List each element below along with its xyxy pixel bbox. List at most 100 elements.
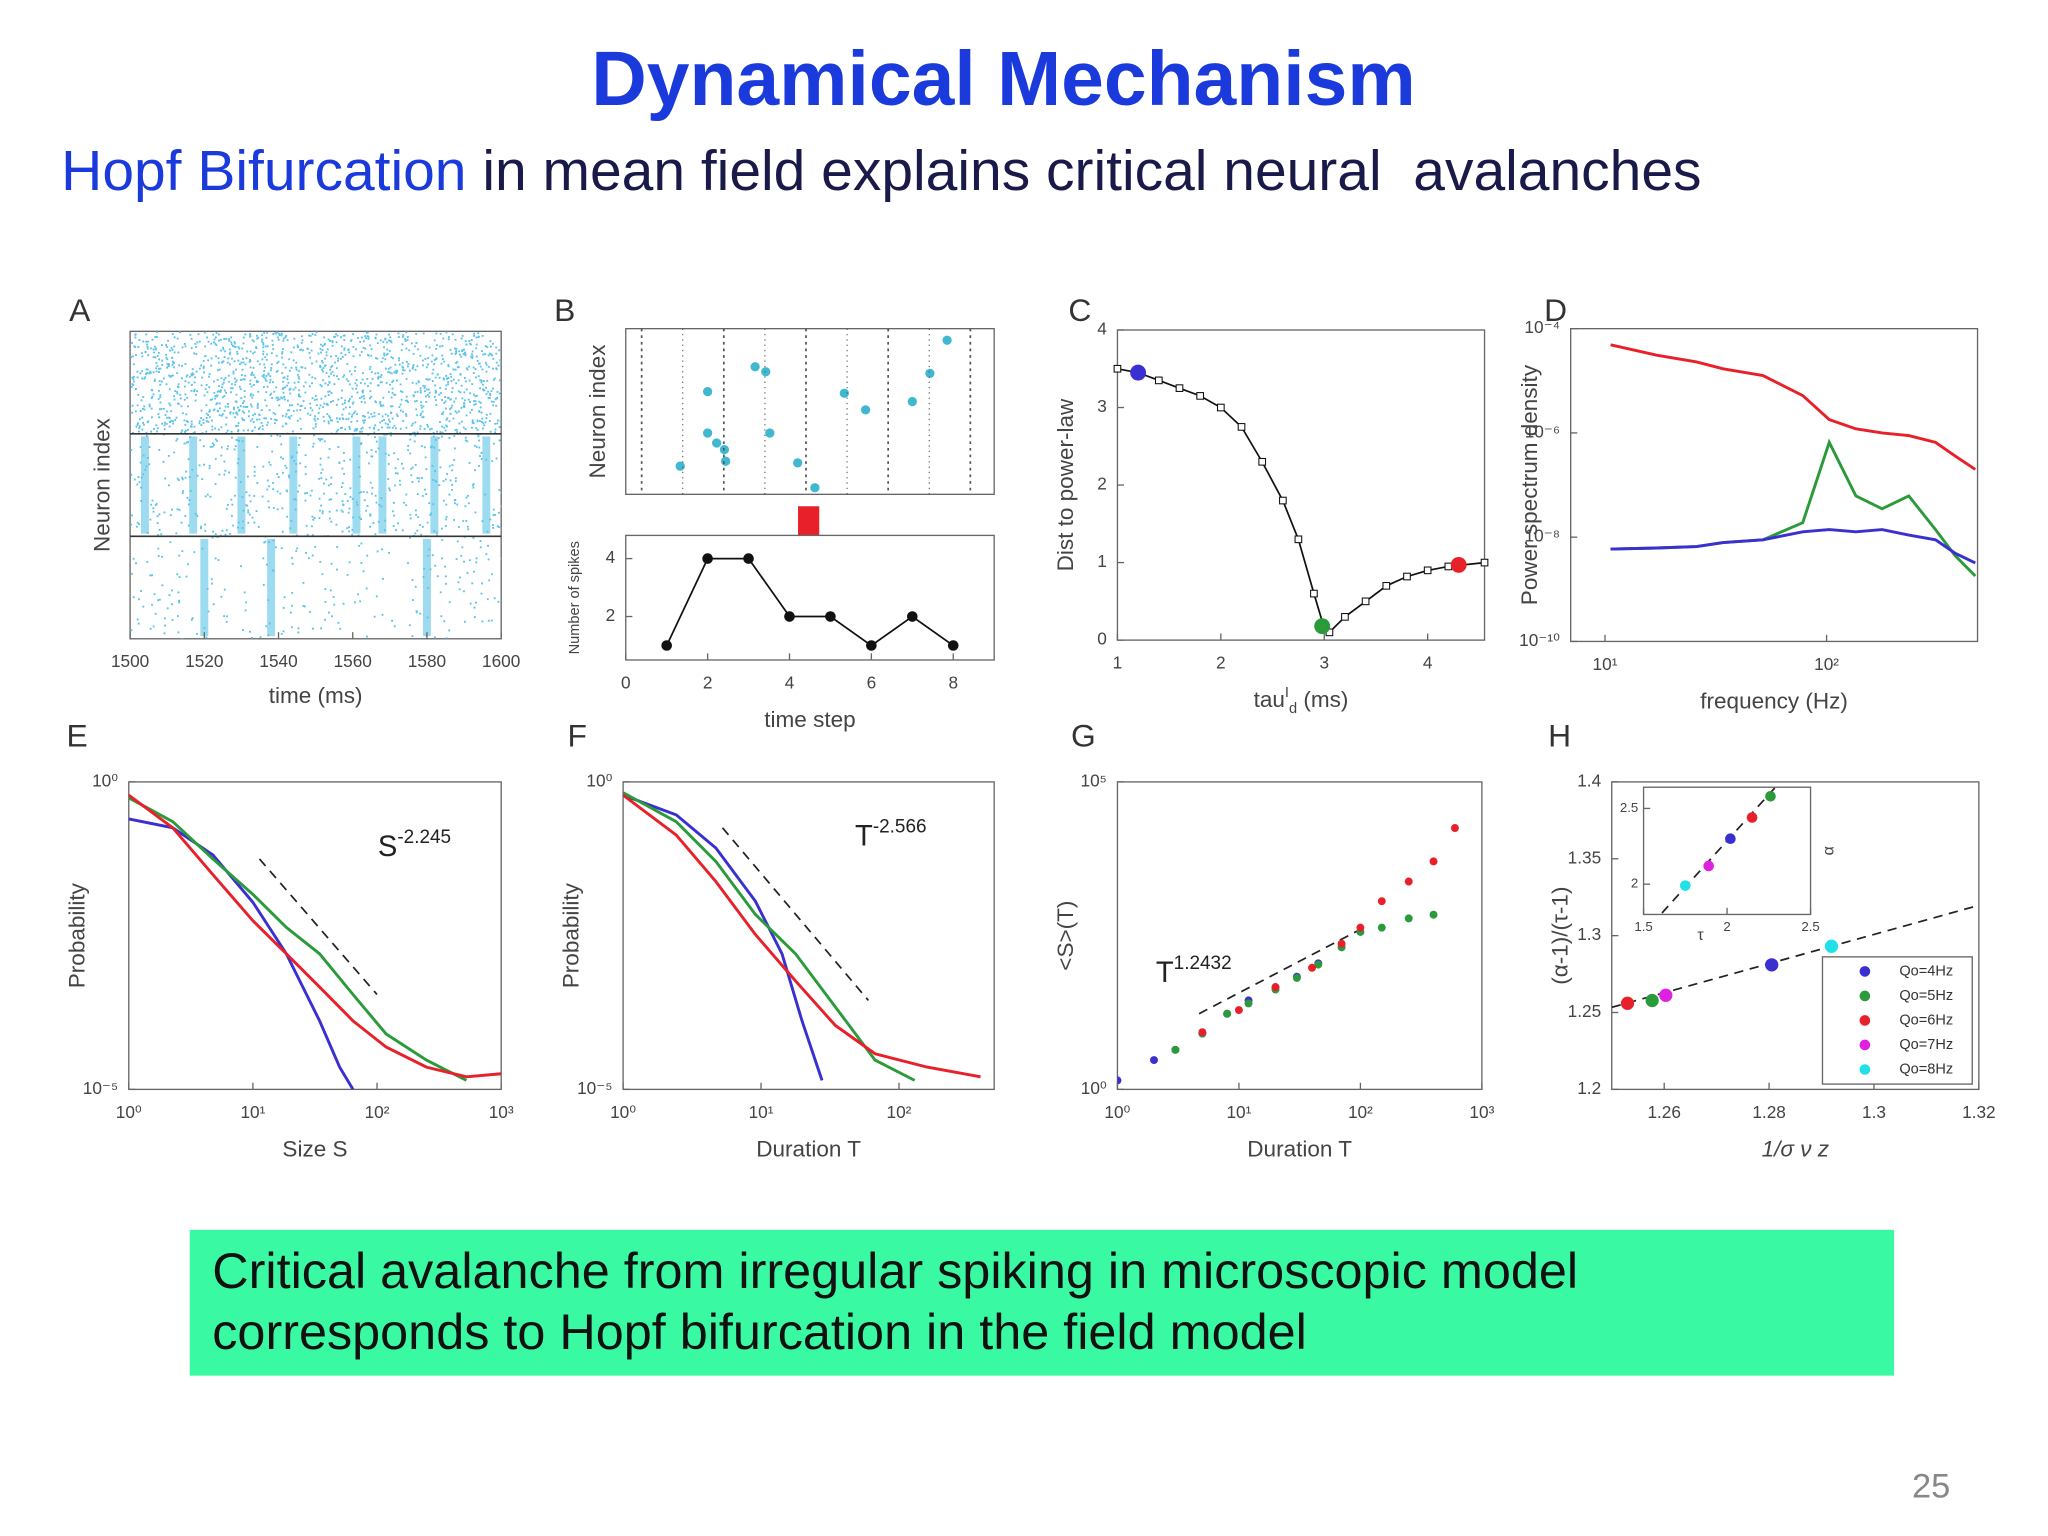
raster-dot — [208, 386, 211, 389]
raster-dot — [182, 490, 185, 493]
x-axis-label: frequency (Hz) — [1700, 688, 1848, 713]
raster-dot — [409, 452, 412, 455]
raster-dot — [380, 374, 383, 376]
raster-dot — [416, 493, 419, 496]
raster-dot — [468, 342, 471, 345]
raster-dot — [463, 560, 465, 563]
raster-dot — [394, 363, 397, 366]
x-axis-label: time step — [764, 707, 855, 732]
raster-dot — [312, 518, 315, 521]
raster-dot — [304, 465, 307, 468]
raster-dot — [193, 352, 196, 355]
raster-dot — [394, 472, 397, 475]
raster-dot — [350, 420, 353, 423]
raster-dot — [348, 426, 351, 428]
raster-dot — [237, 422, 240, 425]
legend-label: Qo=5Hz — [1899, 988, 1953, 1004]
raster-dot — [499, 362, 502, 365]
raster-dot — [206, 493, 209, 496]
raster-dot — [466, 572, 469, 574]
raster-dot — [290, 366, 293, 369]
raster-dot — [282, 457, 285, 460]
raster-dot — [338, 417, 341, 420]
raster-dot — [314, 415, 316, 418]
raster-dot — [133, 478, 136, 481]
raster-dot — [465, 367, 468, 370]
raster-dot — [257, 402, 259, 405]
raster-dot — [205, 412, 208, 415]
raster-dot — [335, 333, 337, 336]
raster-dot — [325, 351, 328, 354]
point — [1314, 960, 1323, 969]
raster-dot — [272, 507, 275, 509]
raster-dot — [451, 489, 454, 491]
raster-dot — [280, 456, 282, 459]
raster-dot — [323, 343, 326, 346]
raster-dot — [425, 388, 428, 391]
raster-dot — [318, 407, 321, 410]
raster-dot — [344, 399, 346, 402]
raster-dot — [234, 445, 237, 448]
raster-dot — [416, 414, 419, 417]
raster-dot — [434, 389, 437, 392]
raster-dot — [377, 377, 379, 379]
series-line — [128, 796, 468, 1082]
raster-dot — [268, 485, 271, 488]
raster-dot — [167, 363, 170, 365]
raster-dot — [445, 418, 448, 421]
raster-dot — [431, 372, 434, 375]
raster-dot — [379, 376, 382, 379]
raster-dot — [321, 349, 324, 352]
raster-dot — [203, 463, 205, 466]
raster-dot — [417, 381, 420, 384]
raster-dot — [282, 348, 284, 350]
raster-dot — [327, 422, 330, 425]
raster-dot — [430, 427, 433, 430]
raster-dot — [400, 349, 403, 352]
raster-dot — [150, 388, 153, 391]
raster-dot — [373, 426, 376, 429]
raster-dot — [436, 534, 438, 537]
point — [793, 458, 803, 468]
raster-dot — [321, 361, 324, 364]
raster-dot — [158, 598, 161, 601]
raster-dot — [377, 372, 379, 375]
raster-dot — [335, 341, 338, 344]
raster-dot — [475, 394, 478, 397]
raster-dot — [173, 366, 176, 369]
raster-dot — [257, 336, 260, 339]
raster-dot — [263, 363, 266, 366]
raster-dot — [436, 373, 439, 376]
raster-dot — [361, 430, 364, 433]
raster-dot — [396, 415, 399, 418]
raster-dot — [207, 414, 210, 417]
y-tick-label: 10⁻⁵ — [577, 1078, 612, 1098]
y-tick-label: 10⁵ — [1081, 770, 1107, 790]
raster-dot — [374, 494, 377, 497]
raster-dot — [279, 492, 282, 495]
page-number: 25 — [1912, 1467, 1950, 1505]
raster-dot — [223, 338, 226, 340]
raster-dot — [343, 402, 346, 404]
burst — [482, 436, 491, 534]
raster-dot — [363, 499, 366, 502]
raster-dot — [167, 365, 170, 368]
raster-dot — [153, 380, 156, 382]
raster-dot — [439, 345, 441, 348]
raster-dot — [133, 375, 135, 378]
raster-dot — [360, 427, 363, 430]
raster-dot — [496, 419, 499, 422]
raster-dot — [414, 345, 416, 348]
raster-dot — [405, 414, 408, 417]
raster-dot — [471, 582, 474, 585]
raster-dot — [448, 601, 451, 604]
raster-dot — [166, 366, 168, 369]
raster-dot — [222, 360, 225, 363]
raster-dot — [160, 380, 163, 383]
raster-dot — [276, 331, 279, 334]
raster-dot — [472, 393, 475, 396]
panel-letter: F — [567, 718, 586, 754]
raster-dot — [163, 424, 166, 427]
raster-dot — [495, 397, 498, 400]
